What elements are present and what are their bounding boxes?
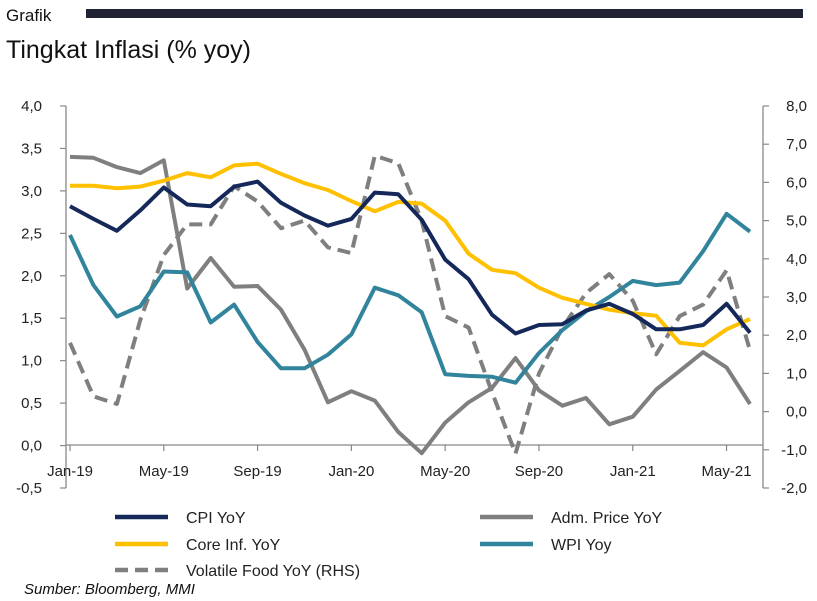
right-tick-label: 6,0 — [786, 174, 807, 191]
legend-label: CPI YoY — [186, 510, 246, 527]
right-tick-label: 3,0 — [786, 289, 807, 306]
left-tick-label: 2,5 — [21, 225, 42, 242]
left-tick-label: 1,5 — [21, 310, 42, 327]
legend-label: Volatile Food YoY (RHS) — [186, 563, 360, 580]
right-tick-label: 0,0 — [786, 404, 807, 421]
left-tick-label: 3,5 — [21, 140, 42, 157]
left-y-ticks: 4,0 3,5 3,0 2,5 2,0 1,5 1,0 0,5 0,0 -0,5 — [16, 98, 66, 497]
x-tick-label: Jan-20 — [328, 463, 374, 480]
series-line-adm-price-yoy — [69, 154, 752, 456]
legend-label: Core Inf. YoY — [186, 537, 281, 554]
left-tick-label: 1,0 — [21, 353, 42, 370]
right-y-ticks: 8,0 7,0 6,0 5,0 4,0 3,0 2,0 1,0 0,0 -1,0 -2,0 — [763, 98, 807, 497]
chart-title: Tingkat Inflasi (% yoy) — [6, 36, 251, 64]
series-line-cpi-yoy — [69, 179, 752, 336]
x-tick-label: Sep-20 — [515, 463, 563, 480]
right-tick-label: 1,0 — [786, 365, 807, 382]
right-tick-label: 8,0 — [786, 98, 807, 115]
x-tick-label: May-19 — [139, 463, 189, 480]
left-tick-label: 0,5 — [21, 395, 42, 412]
header-label: Grafik — [6, 6, 52, 25]
left-tick-label: 2,0 — [21, 268, 42, 285]
left-tick-label: -0,5 — [16, 480, 42, 497]
right-tick-label: 5,0 — [786, 213, 807, 230]
right-tick-label: 2,0 — [786, 327, 807, 344]
series-line-core-inf-yoy — [70, 161, 751, 348]
x-ticks: Jan-19 May-19 Sep-19 Jan-20 May-20 Sep-20 Jan-… — [47, 445, 752, 480]
right-tick-label: -2,0 — [781, 480, 807, 497]
x-tick-label: Jan-21 — [610, 463, 656, 480]
header-bar — [86, 9, 803, 18]
legend-label: Adm. Price YoY — [551, 510, 663, 527]
right-tick-label: 4,0 — [786, 251, 807, 268]
right-tick-label: 7,0 — [786, 136, 807, 153]
x-tick-label: Sep-19 — [233, 463, 281, 480]
left-tick-label: 4,0 — [21, 98, 42, 115]
legend: CPI YoY Adm. Price YoY Core Inf. YoY WPI Yo… — [115, 510, 663, 580]
series-line-volatile-food-yoy-rhs — [68, 153, 752, 456]
left-tick-label: 3,0 — [21, 183, 42, 200]
legend-label: WPI Yoy — [551, 537, 611, 554]
x-tick-label: May-20 — [420, 463, 470, 480]
x-tick-label: Jan-19 — [47, 463, 93, 480]
x-tick-label: May-21 — [702, 463, 752, 480]
right-tick-label: -1,0 — [781, 442, 807, 459]
left-tick-label: 0,0 — [21, 438, 42, 455]
series-layer — [68, 153, 752, 456]
series-line-wpi-yoy — [68, 211, 752, 385]
source-note: Sumber: Bloomberg, MMI — [24, 581, 195, 598]
